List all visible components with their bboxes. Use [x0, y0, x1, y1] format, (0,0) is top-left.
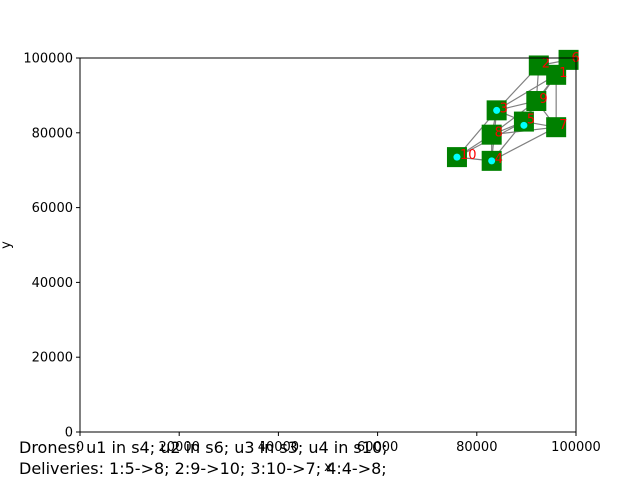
x-tick-label: 20000: [159, 440, 200, 455]
deliveries-caption: Deliveries: 1:5->8; 2:9->10; 3:10->7; 4:…: [19, 459, 387, 478]
drone-marker: [493, 106, 501, 114]
x-tick-label: 60000: [357, 440, 398, 455]
x-tick-label: 40000: [258, 440, 299, 455]
y-axis-label: y: [0, 241, 14, 249]
drone-marker: [488, 157, 496, 165]
x-tick-label: 100000: [551, 440, 601, 455]
y-tick-label: 40000: [32, 276, 73, 291]
route-edge: [491, 126, 557, 162]
station-label: 9: [539, 92, 547, 107]
station-label: 1: [559, 66, 567, 81]
y-tick-label: 0: [65, 426, 73, 441]
station-label: 3: [500, 101, 508, 116]
y-tick-label: 100000: [23, 52, 73, 67]
station-marker: [558, 49, 579, 70]
station-label: 10: [460, 148, 477, 163]
station-marker: [526, 91, 547, 112]
station-marker: [481, 124, 502, 145]
station-label: 7: [559, 118, 567, 133]
x-axis: 0 20000 40000 60000 80000 100000: [76, 432, 601, 455]
drone-marker: [520, 121, 528, 129]
x-tick-label: 80000: [456, 440, 497, 455]
station-label: 5: [527, 113, 535, 128]
y-tick-label: 80000: [32, 126, 73, 141]
y-tick-label: 20000: [32, 351, 73, 366]
plot-area-frame: [79, 57, 577, 433]
station-marker: [546, 117, 567, 138]
drone-layer: [453, 106, 528, 165]
station-label: 8: [495, 126, 503, 141]
station-marker: [528, 55, 549, 76]
y-axis: 0 20000 40000 60000 80000 100000: [23, 52, 80, 441]
station-label: 2: [542, 56, 550, 71]
station-label: 4: [495, 152, 503, 167]
drones-caption: Drones: u1 in s4; u2 in s6; u3 in s3; u4…: [19, 438, 388, 457]
drone-marker: [453, 153, 461, 161]
x-axis-label: x: [324, 460, 332, 475]
station-marker: [513, 111, 534, 132]
y-tick-label: 60000: [32, 201, 73, 216]
x-tick-label: 0: [76, 440, 84, 455]
